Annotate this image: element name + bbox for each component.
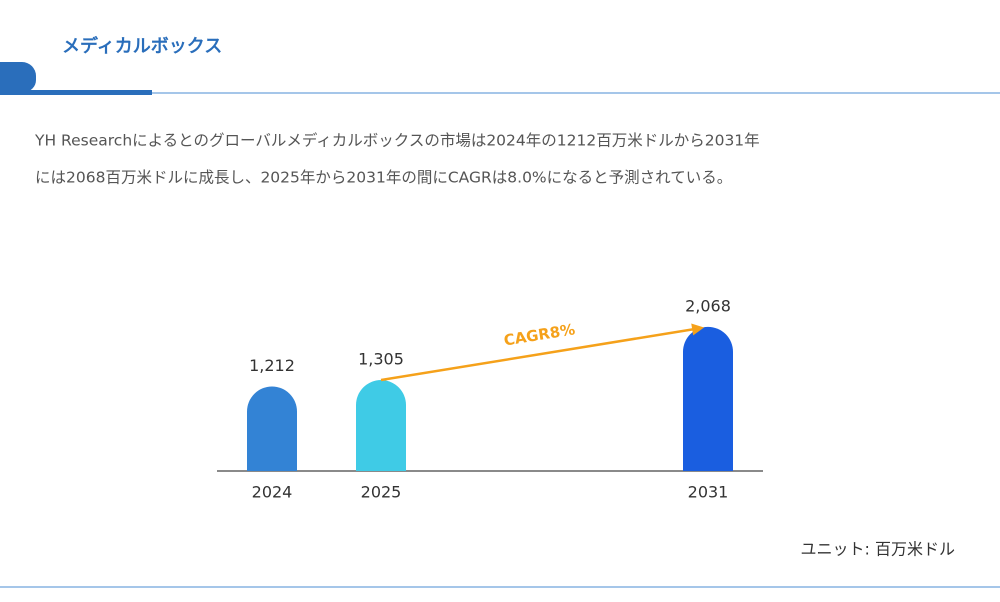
section-title: メディカルボックス bbox=[62, 35, 222, 57]
description-line: YH Researchによるとのグローバルメディカルボックスの市場は2024年の… bbox=[34, 131, 760, 150]
description-line: には2068百万米ドルに成長し、2025年から2031年の間にCAGRは8.0%… bbox=[35, 169, 732, 187]
header-tab bbox=[0, 62, 36, 92]
cagr-arrowhead bbox=[691, 323, 705, 336]
cagr-arrow bbox=[380, 327, 695, 382]
x-tick-label: 2025 bbox=[361, 483, 402, 502]
value-label: 1,305 bbox=[358, 350, 404, 369]
value-label: 2,068 bbox=[685, 296, 731, 315]
header-underline bbox=[0, 90, 152, 95]
value-label: 1,212 bbox=[249, 356, 295, 375]
unit-label: ユニット: 百万米ドル bbox=[801, 540, 955, 559]
bar bbox=[247, 386, 297, 471]
bar bbox=[683, 326, 733, 471]
cagr-label: CAGR8% bbox=[502, 320, 576, 349]
bar bbox=[356, 380, 406, 471]
x-tick-label: 2031 bbox=[688, 483, 729, 502]
x-tick-label: 2024 bbox=[252, 483, 293, 502]
